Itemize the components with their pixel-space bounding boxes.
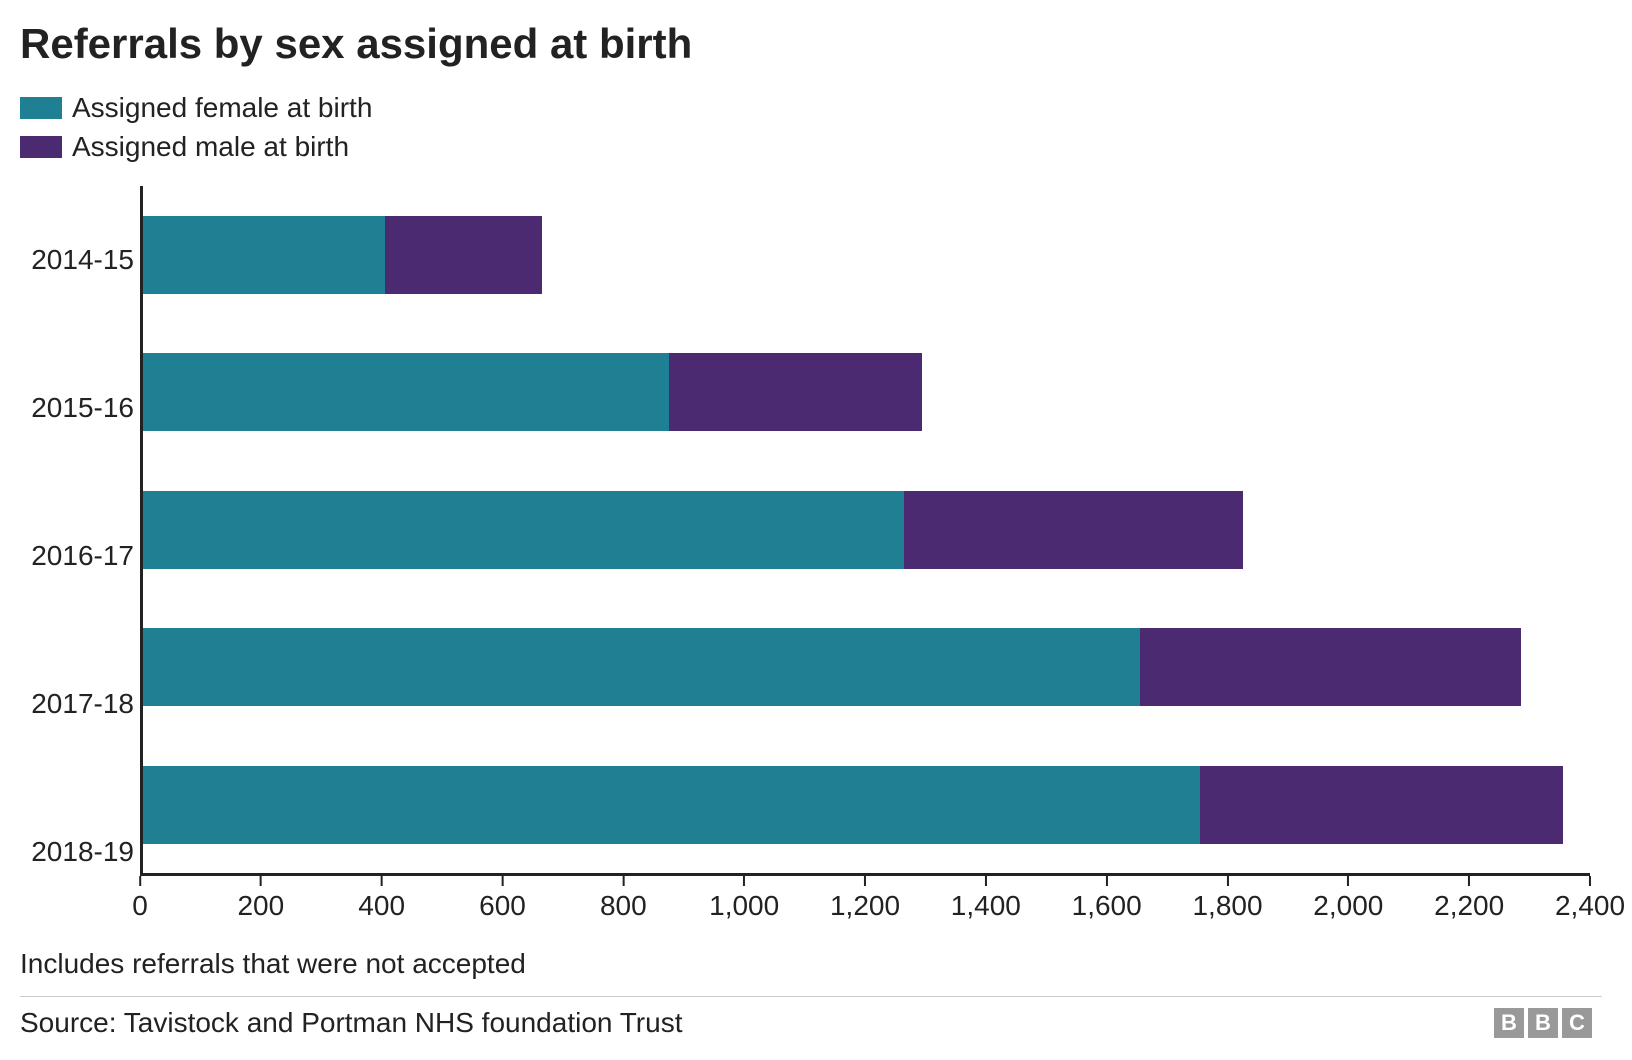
y-axis-label: 2018-19 (10, 836, 140, 868)
bar-row (143, 491, 1590, 569)
x-axis-label: 400 (358, 890, 405, 922)
chart-footer: Includes referrals that were not accepte… (10, 926, 1602, 1039)
logo-letter-b2: B (1528, 1008, 1558, 1038)
legend-swatch-male (20, 136, 62, 158)
y-axis-label: 2015-16 (10, 392, 140, 424)
chart-container: Referrals by sex assigned at birth Assig… (0, 0, 1632, 1060)
x-tick-mark (743, 876, 745, 886)
x-tick-mark (1226, 876, 1228, 886)
x-axis-label: 2,400 (1555, 890, 1625, 922)
x-axis-label: 1,200 (830, 890, 900, 922)
x-axis-label: 0 (132, 890, 148, 922)
x-axis-tick: 1,200 (830, 876, 900, 922)
bar-segment (385, 216, 542, 294)
y-axis-label: 2017-18 (10, 688, 140, 720)
x-axis-label: 200 (237, 890, 284, 922)
bar-row (143, 216, 1590, 294)
x-axis: 02004006008001,0001,2001,4001,6001,8002,… (140, 876, 1590, 926)
x-tick-mark (985, 876, 987, 886)
logo-letter-b1: B (1494, 1008, 1524, 1038)
y-axis: 2014-15 2015-16 2016-17 2017-18 2018-19 (10, 186, 140, 926)
x-tick-mark (260, 876, 262, 886)
legend-item-female: Assigned female at birth (20, 88, 1602, 127)
bar-segment (143, 491, 904, 569)
x-axis-tick: 600 (479, 876, 526, 922)
footer-divider (20, 996, 1602, 997)
bar-segment (1140, 628, 1521, 706)
x-axis-tick: 200 (237, 876, 284, 922)
x-tick-mark (622, 876, 624, 886)
x-axis-tick: 2,400 (1555, 876, 1625, 922)
logo-letter-c: C (1562, 1008, 1592, 1038)
bar-row (143, 628, 1590, 706)
legend-swatch-female (20, 97, 62, 119)
x-axis-tick: 1,400 (951, 876, 1021, 922)
x-axis-label: 1,800 (1192, 890, 1262, 922)
x-tick-mark (1468, 876, 1470, 886)
x-axis-label: 1,000 (709, 890, 779, 922)
x-tick-mark (1589, 876, 1591, 886)
x-tick-mark (502, 876, 504, 886)
x-axis-tick: 1,600 (1072, 876, 1142, 922)
x-axis-tick: 1,800 (1192, 876, 1262, 922)
chart-title: Referrals by sex assigned at birth (10, 20, 1602, 68)
chart-area: 2014-15 2015-16 2016-17 2017-18 2018-19 0 200… (10, 186, 1602, 926)
bar-row (143, 353, 1590, 431)
x-axis-label: 2,000 (1313, 890, 1383, 922)
x-axis-tick: 1,000 (709, 876, 779, 922)
bar-segment (904, 491, 1242, 569)
y-axis-label: 2014-15 (10, 244, 140, 276)
y-axis-label: 2016-17 (10, 540, 140, 572)
x-axis-tick: 400 (358, 876, 405, 922)
x-tick-mark (381, 876, 383, 886)
plot-area (140, 186, 1590, 876)
bar-segment (143, 353, 669, 431)
bar-segment (143, 766, 1200, 844)
x-axis-label: 1,600 (1072, 890, 1142, 922)
legend-label-female: Assigned female at birth (72, 88, 372, 127)
bar-segment (143, 216, 385, 294)
x-axis-tick: 800 (600, 876, 647, 922)
x-axis-tick: 2,200 (1434, 876, 1504, 922)
x-tick-mark (1106, 876, 1108, 886)
chart-inner: 2014-15 2015-16 2016-17 2017-18 2018-19 (10, 186, 1602, 926)
footer-note: Includes referrals that were not accepte… (20, 948, 1602, 986)
x-axis-label: 800 (600, 890, 647, 922)
bar-segment (669, 353, 923, 431)
x-tick-mark (1347, 876, 1349, 886)
x-tick-mark (139, 876, 141, 886)
bar-segment (143, 628, 1140, 706)
source-row: Source: Tavistock and Portman NHS founda… (20, 1007, 1602, 1039)
x-axis-label: 1,400 (951, 890, 1021, 922)
x-axis-label: 2,200 (1434, 890, 1504, 922)
x-axis-label: 600 (479, 890, 526, 922)
bar-segment (1200, 766, 1563, 844)
source-text: Source: Tavistock and Portman NHS founda… (20, 1007, 682, 1039)
x-axis-tick: 0 (132, 876, 148, 922)
x-axis-tick: 2,000 (1313, 876, 1383, 922)
legend: Assigned female at birth Assigned male a… (10, 68, 1602, 186)
x-tick-mark (864, 876, 866, 886)
bbc-logo: B B C (1494, 1008, 1592, 1038)
legend-label-male: Assigned male at birth (72, 127, 349, 166)
legend-item-male: Assigned male at birth (20, 127, 1602, 166)
bar-row (143, 766, 1590, 844)
